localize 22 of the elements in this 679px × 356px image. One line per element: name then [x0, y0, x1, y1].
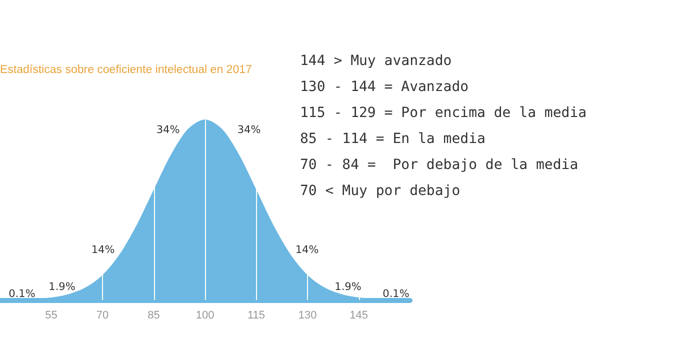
- x-tick-label: 55: [45, 310, 58, 322]
- annotation: 1.9%: [48, 281, 76, 293]
- x-tick-label: 100: [196, 310, 214, 322]
- x-tick-label: 145: [350, 310, 368, 322]
- annotation: 0.1%: [8, 288, 36, 300]
- chart-title: Estadísticas sobre coeficiente intelectual en 2017: [0, 64, 252, 76]
- annotation: 0.1%: [382, 288, 410, 300]
- annotation: 14%: [295, 244, 319, 256]
- annotation: 85 - 114 = En la media: [300, 130, 486, 149]
- x-tick-label: 85: [148, 310, 160, 322]
- annotation: 115 - 129 = Por encima de la media: [300, 104, 588, 123]
- annotation: 70 < Muy por debajo: [300, 182, 462, 201]
- text: 130 - 144 = Avanzado: [300, 78, 470, 97]
- x-tick-label: 70: [96, 310, 109, 322]
- annotation: 70 - 84 = Por debajo de la media: [300, 156, 580, 175]
- annotation: 14%: [91, 244, 115, 256]
- text: 144 > Muy avanzado: [300, 52, 453, 71]
- x-tick-label: 130: [298, 310, 317, 322]
- annotation: 1.9%: [334, 281, 362, 293]
- annotation: 34%: [156, 124, 180, 136]
- annotation: 34%: [237, 124, 261, 136]
- x-tick-label: 115: [247, 310, 266, 322]
